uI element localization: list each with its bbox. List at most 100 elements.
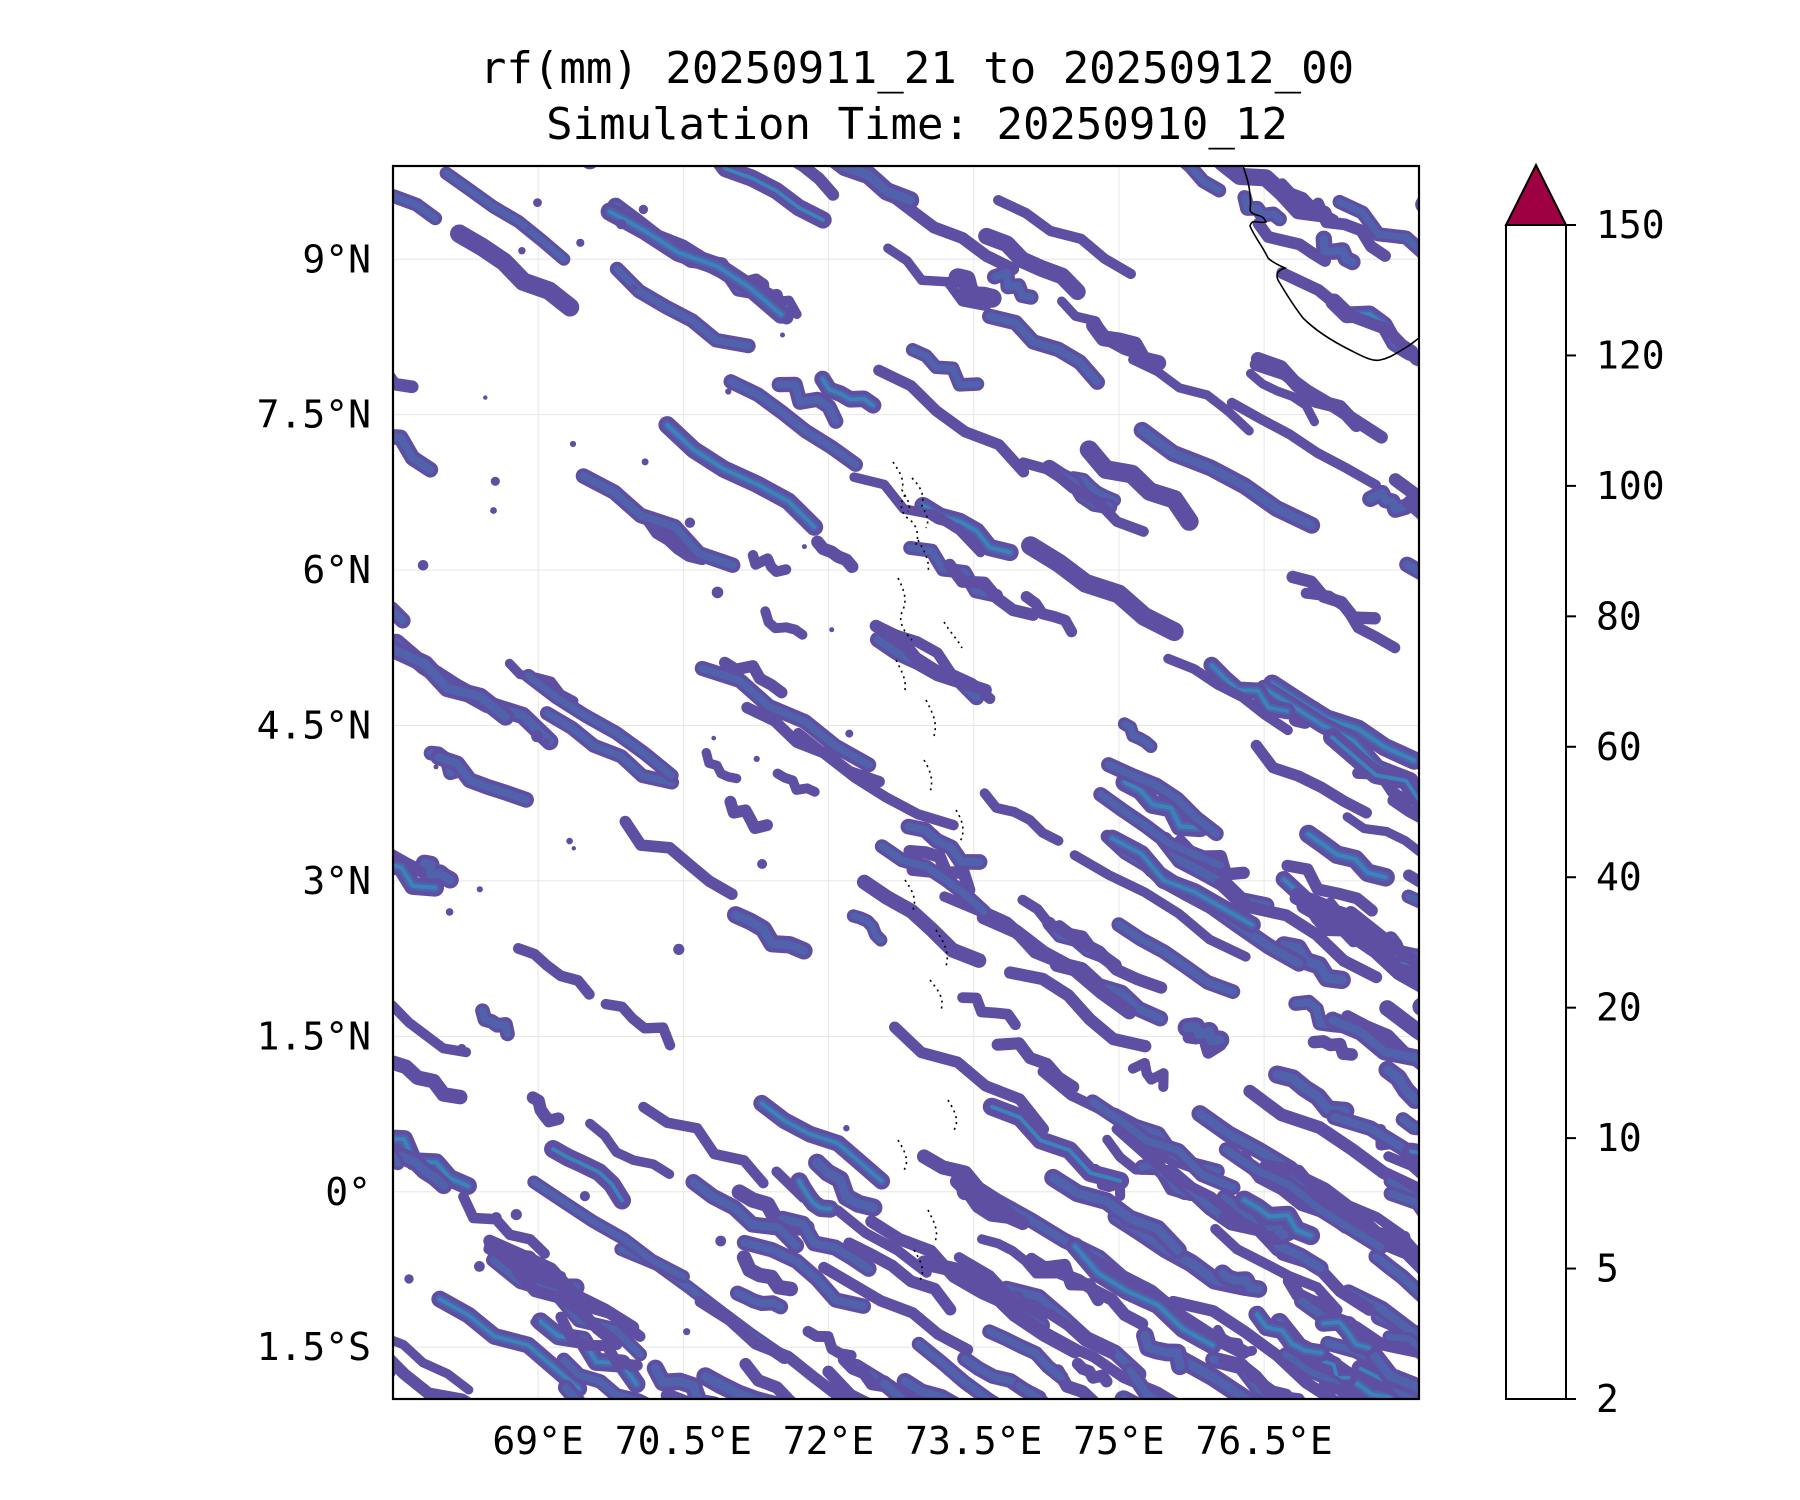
rain-cell <box>445 908 454 916</box>
rain-band <box>1446 695 1503 728</box>
rain-cell <box>530 1317 539 1327</box>
rain-band <box>1249 358 1388 444</box>
rain-band <box>1437 1177 1543 1248</box>
rain-band <box>1320 1409 1414 1464</box>
rain-band <box>1342 812 1419 858</box>
colorbar-label: 120 <box>1596 333 1665 377</box>
rain-cell <box>579 1191 591 1202</box>
rain-band <box>393 370 419 394</box>
rain-cell <box>555 1271 567 1282</box>
rain-band <box>585 1118 675 1179</box>
rain-cell <box>525 226 530 231</box>
rain-band-core <box>1126 1366 1163 1399</box>
rain-band-core <box>909 346 981 389</box>
rain-band <box>1214 878 1383 984</box>
rain-band-core <box>915 1340 995 1399</box>
rain-band-core <box>1387 1189 1419 1212</box>
colorbar-label: 60 <box>1596 725 1642 769</box>
lon-tick-label: 73.5°E <box>905 1419 1042 1463</box>
rain-band <box>1418 1349 1419 1357</box>
rain-cell <box>757 859 768 869</box>
rain-band <box>1017 894 1100 957</box>
rain-band <box>1021 536 1184 642</box>
rain-cell <box>417 560 429 571</box>
rain-band-core <box>478 1007 512 1038</box>
rain-band-peak <box>721 166 825 222</box>
rain-cell <box>474 1261 485 1272</box>
rain-band <box>1451 355 1508 385</box>
rain-band-core <box>1372 1252 1419 1298</box>
rain-band <box>1226 397 1381 490</box>
rain-cell <box>829 627 835 633</box>
rain-cell <box>566 837 573 845</box>
rain-band-core <box>579 472 737 570</box>
rain-cell <box>457 1043 467 1053</box>
rain-band-core <box>1458 612 1612 719</box>
rain-band-core <box>1416 1002 1419 1011</box>
rain-band <box>739 1357 798 1399</box>
rain-band <box>1417 843 1419 853</box>
rain-band <box>1456 1238 1563 1305</box>
rain-cell <box>843 1125 850 1132</box>
rain-band-peak <box>1242 1198 1313 1238</box>
rain-cell <box>753 755 760 763</box>
lon-tick-label: 72°E <box>783 1419 875 1463</box>
rain-band <box>1418 451 1419 453</box>
rain-band-core <box>1439 628 1478 656</box>
rain-cell <box>845 729 854 738</box>
rain-band <box>1318 1380 1366 1399</box>
rain-band <box>869 619 992 697</box>
rain-band-core <box>731 910 809 956</box>
colorbar-extend-arrow <box>1504 162 1568 226</box>
rain-band-core <box>904 822 984 866</box>
rain-cell <box>630 283 638 292</box>
lon-tick-label: 70.5°E <box>615 1419 752 1463</box>
rain-band-peak <box>1426 848 1567 928</box>
rain-band <box>1079 440 1199 531</box>
rain-band <box>638 1101 769 1189</box>
lat-tick-label: 7.5°N <box>257 393 371 437</box>
rain-band <box>1020 591 1078 638</box>
rain-band <box>1322 1427 1457 1500</box>
rain-band <box>1086 317 1167 371</box>
rain-band <box>883 243 991 312</box>
rain-band-core <box>698 664 873 769</box>
rain-band-peak <box>1255 1312 1323 1355</box>
rain-cell <box>490 1212 502 1224</box>
rain-band-peak <box>1424 205 1490 240</box>
rain-band-core <box>1182 1021 1225 1046</box>
rain-band <box>719 656 788 699</box>
rain-band-core <box>1319 234 1357 267</box>
rain-cell <box>476 886 483 893</box>
rain-band-core <box>530 1178 687 1280</box>
colorbar-label: 20 <box>1596 986 1642 1030</box>
rain-band <box>1344 905 1419 971</box>
rain-band-core <box>393 643 510 722</box>
rain-band-core <box>1070 474 1118 504</box>
rain-cell <box>490 507 497 514</box>
rain-band-core <box>442 169 568 263</box>
rain-band <box>1004 966 1152 1053</box>
rain-band-peak <box>1073 1244 1215 1348</box>
lat-tick-label: 6°N <box>302 548 371 592</box>
rain-band <box>916 1149 1021 1226</box>
rain-band-core <box>1272 1070 1350 1116</box>
rain-band <box>555 1311 643 1371</box>
rain-band <box>1127 1057 1169 1093</box>
rain-band <box>1069 850 1251 962</box>
rain-band <box>1250 739 1372 819</box>
rain-band <box>736 1250 798 1297</box>
rain-band-core <box>1370 1352 1419 1395</box>
rain-band <box>993 195 1136 280</box>
rain-band <box>512 943 595 1000</box>
rain-band <box>1436 710 1557 781</box>
rain-cell <box>801 544 807 550</box>
rain-cell <box>683 1328 691 1336</box>
rain-band-core <box>985 1328 1065 1381</box>
rain-band <box>1163 653 1293 736</box>
rain-band-core <box>1404 892 1419 905</box>
rain-band-peak <box>437 1297 581 1391</box>
rain-band <box>458 1191 550 1259</box>
rain-band-core <box>1328 1016 1419 1066</box>
rain-band <box>818 1261 974 1356</box>
